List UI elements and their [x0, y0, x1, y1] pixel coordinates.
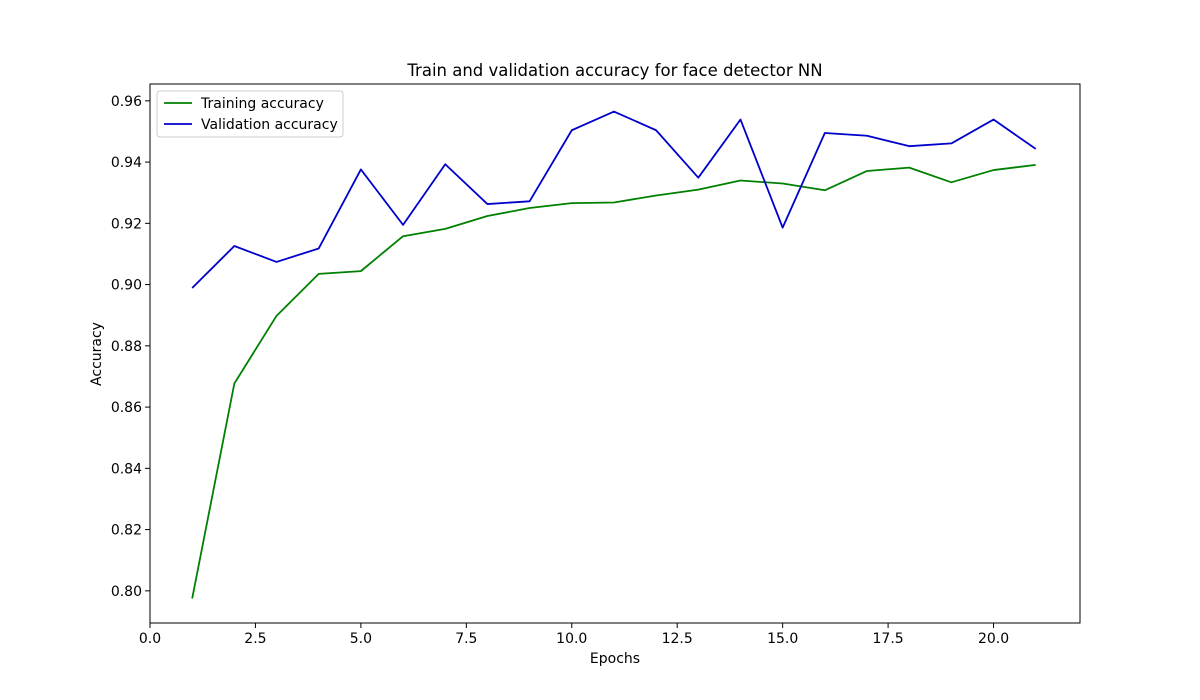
x-axis: 0.0 2.5 5.0 7.5 10.0 12.5 15.0 17.5 20.0: [139, 623, 1009, 647]
y-tick-label: 0.88: [111, 339, 142, 355]
series-layer: [191, 110, 1037, 599]
legend-box: [156, 90, 344, 138]
x-tick-label: 7.5: [455, 631, 477, 647]
x-tick-label: 12.5: [662, 631, 693, 647]
training-accuracy-line: [191, 163, 1036, 599]
y-tick-label: 0.84: [111, 461, 142, 477]
x-tick-label: 20.0: [978, 631, 1009, 647]
x-tick-label: 15.0: [767, 631, 798, 647]
legend-label-training: Training accuracy: [200, 96, 324, 112]
x-tick-label: 0.0: [139, 631, 161, 647]
plot-area: [149, 83, 1081, 624]
y-tick-label: 0.82: [111, 523, 142, 539]
x-tick-label: 2.5: [244, 631, 266, 647]
legend: Training accuracy Validation accuracy: [156, 90, 344, 138]
y-tick-label: 0.94: [111, 155, 142, 171]
y-tick-label: 0.96: [111, 94, 142, 110]
y-tick-label: 0.80: [111, 584, 142, 600]
x-tick-label: 17.5: [873, 631, 904, 647]
y-tick-label: 0.92: [111, 216, 142, 232]
y-tick-label: 0.86: [111, 400, 142, 416]
legend-label-validation: Validation accuracy: [201, 117, 338, 133]
x-axis-label: Epochs: [590, 651, 640, 667]
chart-title: Train and validation accuracy for face d…: [406, 61, 822, 80]
validation-accuracy-line: [191, 110, 1037, 289]
x-tick-label: 5.0: [350, 631, 372, 647]
x-tick-label: 10.0: [556, 631, 587, 647]
y-axis: 0.80 0.82 0.84 0.86 0.88 0.90 0.92 0.94 0.96: [111, 94, 150, 600]
plot-frame: [149, 83, 1081, 624]
y-axis-label: Accuracy: [89, 322, 105, 386]
y-tick-label: 0.90: [111, 278, 142, 294]
